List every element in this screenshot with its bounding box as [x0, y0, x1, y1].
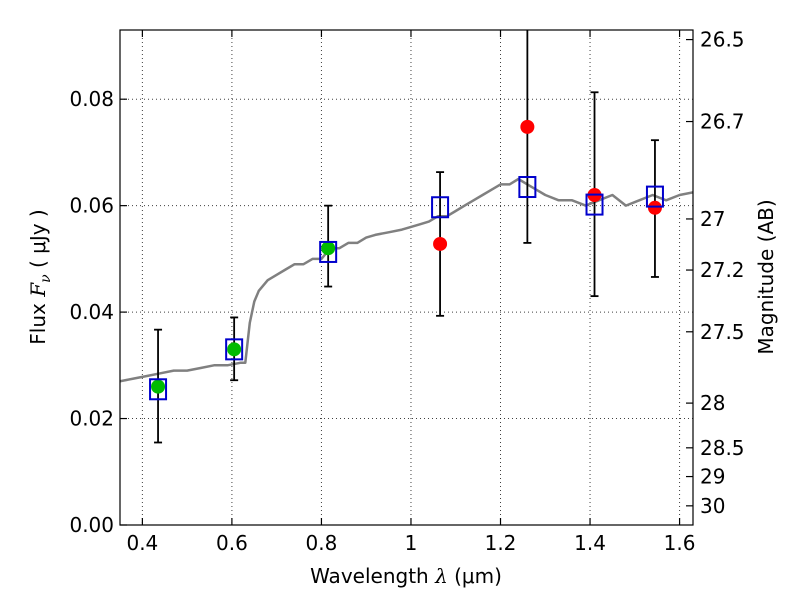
- model-point: [225, 338, 244, 361]
- observed-point: [520, 119, 535, 134]
- plot-area: [120, 30, 693, 444]
- model-point: [431, 196, 450, 219]
- observed-point: [151, 379, 166, 394]
- x-tick-label: 0.4: [126, 531, 158, 555]
- x-tick-label: 1.6: [664, 531, 696, 555]
- model-point: [585, 193, 604, 216]
- x-tick-label: 0.8: [306, 531, 338, 555]
- model-point: [518, 176, 537, 199]
- mag-tick-label: 29: [700, 465, 725, 489]
- x-tick-label: 1: [405, 531, 418, 555]
- model-point: [319, 240, 338, 263]
- grid: [120, 30, 693, 526]
- mag-tick-label: 27.2: [700, 258, 745, 282]
- plot-frame: [119, 29, 694, 526]
- y-tick-label: 0.08: [69, 87, 114, 111]
- mag-tick-label: 28: [700, 391, 725, 415]
- observed-point: [227, 342, 242, 357]
- x-tick-label: 1.2: [485, 531, 517, 555]
- x-tick-label: 1.4: [574, 531, 606, 555]
- observed-point: [433, 236, 448, 251]
- y2-axis-label: Magnitude (AB): [754, 199, 778, 354]
- axis-ticks: 0.4 0.6 0.8 1 1.2 1.4 1.6 0.00 0.02 0.04 0.06 0.08 2…: [69, 28, 744, 555]
- mag-tick-label: 28.5: [700, 436, 745, 460]
- y-tick-label: 0.04: [69, 300, 114, 324]
- model-point: [645, 185, 664, 208]
- observed-point: [647, 200, 662, 215]
- mag-tick-label: 27.5: [700, 320, 745, 344]
- mag-tick-label: 30: [700, 494, 725, 518]
- x-tick-label: 0.6: [216, 531, 248, 555]
- y-tick-label: 0.00: [69, 513, 114, 537]
- mag-tick-label: 26.7: [700, 110, 745, 134]
- y-axis-label: Flux Fν ( μJy ): [26, 209, 54, 344]
- y-tick-label: 0.02: [69, 407, 114, 431]
- mag-tick-label: 27: [700, 207, 725, 231]
- model-point: [149, 378, 168, 401]
- x-axis-label: Wavelength λ (μm): [310, 564, 502, 588]
- mag-tick-label: 26.5: [700, 28, 745, 52]
- y-tick-label: 0.06: [69, 194, 114, 218]
- spectrum-line: [120, 177, 693, 383]
- observed-point: [321, 241, 336, 256]
